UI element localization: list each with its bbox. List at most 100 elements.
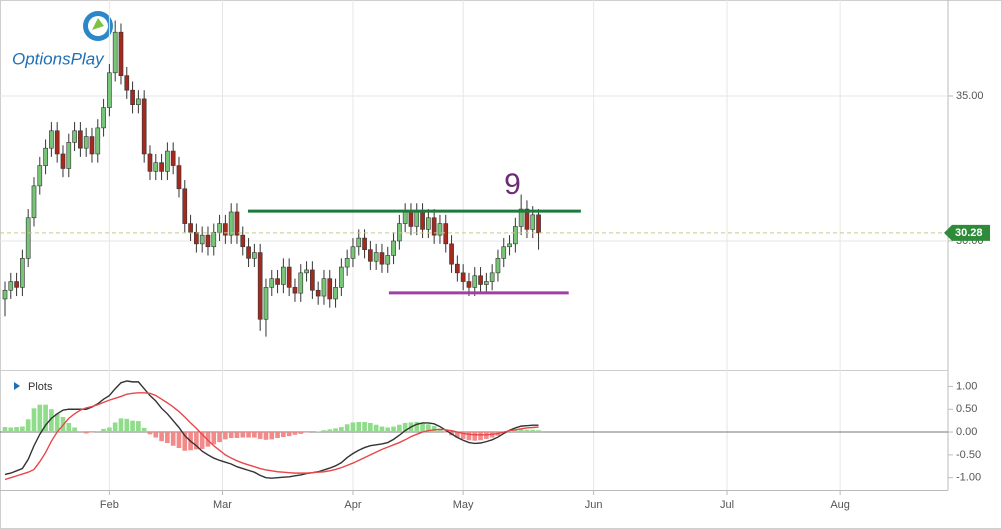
histogram-bar <box>356 422 362 433</box>
candle-body <box>31 185 37 219</box>
candle-body <box>408 211 414 227</box>
candle-body <box>252 252 257 259</box>
candle-body <box>72 130 77 143</box>
histogram-bar <box>333 428 338 433</box>
logo: OptionsPlay <box>12 11 113 68</box>
histogram-bar <box>37 404 43 433</box>
candle-body <box>2 289 8 300</box>
histogram-bar <box>170 432 176 446</box>
x-tick-label: Jun <box>585 499 603 511</box>
histogram-bar <box>72 427 77 433</box>
histogram-bar <box>263 432 269 440</box>
candle-body <box>37 165 43 187</box>
candle-body <box>466 281 472 288</box>
candle-body <box>414 211 420 227</box>
histogram-bar <box>199 432 205 449</box>
candle-body <box>460 272 466 282</box>
histogram-bar <box>275 432 280 438</box>
candle-body <box>344 258 350 268</box>
logo-leaf <box>92 18 104 30</box>
histogram-bar <box>136 421 141 433</box>
y-tick-label: -1.00 <box>956 472 981 484</box>
candle-body <box>14 281 19 288</box>
histogram-bar <box>518 429 524 433</box>
candle-body <box>373 252 379 262</box>
candle-body <box>141 98 147 155</box>
candle-body <box>362 237 367 250</box>
candle-body <box>54 130 60 155</box>
histogram-bar <box>20 426 25 433</box>
histogram-bar <box>327 429 333 433</box>
y-tick-label: 0.50 <box>956 403 977 415</box>
x-tick-label: Apr <box>344 499 361 511</box>
histogram-bar <box>414 422 420 433</box>
candle-body <box>402 211 408 224</box>
candle-body <box>153 162 159 172</box>
candle-body <box>159 162 164 172</box>
histogram-bar <box>95 431 101 433</box>
histogram-bar <box>234 432 240 438</box>
candle-body <box>310 269 315 291</box>
candle-body <box>199 234 205 245</box>
candle-body <box>194 231 199 245</box>
histogram-bar <box>350 422 356 433</box>
candle-body <box>420 211 425 230</box>
candle-body <box>472 275 478 288</box>
candle-body <box>89 136 95 155</box>
plots-toggle[interactable] <box>14 382 20 390</box>
histogram-bar <box>147 432 153 435</box>
histogram-bar <box>25 419 31 433</box>
histogram-bar <box>78 431 83 433</box>
candle-body <box>356 237 362 248</box>
x-tick-label: Jul <box>720 499 734 511</box>
candle-body <box>78 130 83 149</box>
histogram-bar <box>112 422 118 433</box>
candle-body <box>107 72 112 108</box>
histogram-bar <box>478 432 483 441</box>
histogram-bar <box>211 432 217 445</box>
candle-body <box>223 223 228 236</box>
histogram-bar <box>54 413 60 433</box>
candle-body <box>211 231 217 248</box>
candle-body <box>397 223 402 242</box>
candle-body <box>20 258 25 288</box>
candle-body <box>484 281 489 285</box>
histogram-bar <box>217 432 222 443</box>
panel-title: Plots <box>28 381 53 393</box>
candle-body <box>437 223 443 236</box>
candle-body <box>426 217 431 230</box>
price-tag <box>944 224 990 241</box>
candle-body <box>95 127 101 155</box>
candle-body <box>124 75 130 91</box>
candle-body <box>478 275 483 285</box>
candle-body <box>205 234 211 248</box>
histogram-bar <box>182 432 188 451</box>
candle-body <box>495 258 501 274</box>
histogram-bar <box>420 422 425 433</box>
histogram-bar <box>402 422 408 433</box>
histogram-bar <box>8 427 14 433</box>
candle-body <box>298 272 304 294</box>
x-tick-label: Mar <box>213 499 232 511</box>
histogram-bar <box>344 424 350 433</box>
candle-body <box>269 278 275 288</box>
histogram-bar <box>130 420 135 433</box>
candle-body <box>536 214 541 234</box>
logo-text: OptionsPlay <box>12 49 105 68</box>
candle-body <box>136 98 141 105</box>
candle-body <box>431 217 437 236</box>
candle-body <box>66 142 72 169</box>
histogram-bar <box>455 432 460 438</box>
candle-body <box>101 107 106 129</box>
candle-body <box>257 252 263 320</box>
candle-body <box>530 214 536 230</box>
candle-body <box>286 266 292 288</box>
histogram-bar <box>269 432 275 440</box>
histogram-bar <box>281 432 286 438</box>
candle-body <box>339 266 344 288</box>
histogram-bar <box>240 432 246 438</box>
histogram-bar <box>153 432 159 438</box>
histogram-bar <box>472 432 478 441</box>
